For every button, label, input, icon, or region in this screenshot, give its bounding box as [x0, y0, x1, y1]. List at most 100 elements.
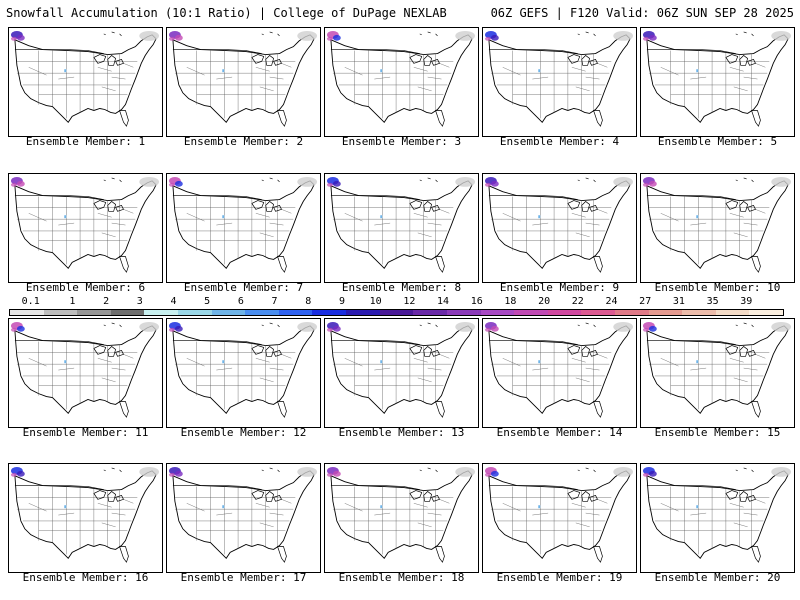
- colorbar-tick-label: 12: [403, 296, 416, 307]
- colorbar-segment: [245, 310, 279, 315]
- map-title: Snowfall Accumulation (10:1 Ratio) | Col…: [6, 6, 447, 20]
- snowfall-area-northwest: [168, 466, 183, 477]
- snowfall-area-rockies: [696, 215, 699, 219]
- colorbar-tick-label: 22: [571, 296, 584, 307]
- ensemble-member-label: Ensemble Member: 18: [338, 571, 465, 584]
- ensemble-member-map: [482, 173, 637, 283]
- ensemble-member-label: Ensemble Member: 11: [22, 426, 149, 439]
- snowfall-area-rockies: [538, 360, 541, 364]
- snowfall-area-northeast: [139, 30, 160, 41]
- colorbar-segment: [379, 310, 414, 315]
- colorbar-tick-label: 18: [504, 296, 517, 307]
- colorbar-tick-label: 4: [170, 296, 177, 307]
- colorbar-tick-label: 39: [740, 296, 753, 307]
- snowfall-area-northeast: [297, 30, 318, 41]
- colorbar-tick-label: 0.1: [21, 296, 40, 307]
- ensemble-member-label: Ensemble Member: 16: [22, 571, 149, 584]
- snowfall-area-northeast: [297, 466, 318, 477]
- colorbar-segment: [614, 310, 649, 315]
- ensemble-member-map: [640, 173, 795, 283]
- colorbar-segment: [715, 310, 750, 315]
- colorbar-tick-label: 6: [237, 296, 244, 307]
- colorbar-segment: [346, 310, 380, 315]
- snowfall-map-svg: [484, 30, 634, 127]
- colorbar-segment: [480, 310, 515, 315]
- colorbar-tick-label: 35: [706, 296, 719, 307]
- ensemble-member-label: Ensemble Member: 9: [499, 281, 620, 294]
- snowfall-colorbar: [9, 309, 784, 316]
- snowfall-area-northwest: [642, 30, 657, 41]
- snowfall-map-svg: [484, 321, 634, 418]
- snowfall-area-northwest: [642, 176, 657, 187]
- snowfall-map-svg: [168, 176, 318, 273]
- snowfall-area-rockies: [222, 215, 225, 219]
- snowfall-area-northwest: [484, 321, 499, 332]
- snowfall-area-northeast: [613, 466, 634, 477]
- ensemble-member-label: Ensemble Member: 4: [499, 135, 620, 148]
- snowfall-area-rockies: [222, 505, 225, 509]
- ensemble-member-map: [8, 173, 163, 283]
- snowfall-area-northeast: [771, 176, 792, 187]
- snowfall-area-northwest: [168, 321, 183, 332]
- ensemble-member-label: Ensemble Member: 12: [180, 426, 307, 439]
- colorbar-segment: [10, 310, 44, 315]
- ensemble-member-label: Ensemble Member: 10: [654, 281, 781, 294]
- colorbar-tick-label: 9: [338, 296, 345, 307]
- colorbar-tick-label: 10: [369, 296, 382, 307]
- colorbar-segment: [413, 310, 447, 315]
- colorbar-segment: [749, 310, 784, 315]
- snowfall-area-rockies: [222, 360, 225, 364]
- snowfall-area-northwest: [484, 30, 499, 41]
- snowfall-area-northwest: [168, 176, 183, 187]
- snowfall-area-northeast: [455, 176, 476, 187]
- colorbar-tick-label: 31: [672, 296, 685, 307]
- snowfall-map-svg: [10, 466, 160, 563]
- snowfall-area-northeast: [613, 30, 634, 41]
- ensemble-member-label: Ensemble Member: 19: [496, 571, 623, 584]
- snowfall-map-svg: [642, 30, 792, 127]
- ensemble-member-map: [640, 463, 795, 573]
- snowfall-map-svg: [326, 176, 476, 273]
- snowfall-area-northeast: [139, 176, 160, 187]
- colorbar-segment: [110, 310, 145, 315]
- snowfall-area-rockies: [380, 360, 383, 364]
- snowfall-area-northwest: [168, 30, 183, 41]
- ensemble-member-map: [482, 27, 637, 137]
- ensemble-member-map: [166, 318, 321, 428]
- ensemble-member-map: [482, 463, 637, 573]
- snowfall-map-svg: [642, 321, 792, 418]
- snowfall-area-rockies: [538, 69, 541, 73]
- snowfall-area-rockies: [64, 69, 67, 73]
- snowfall-area-northeast: [139, 321, 160, 332]
- snowfall-area-rockies: [64, 215, 67, 219]
- snowfall-area-northeast: [771, 321, 792, 332]
- ensemble-member-map: [324, 463, 479, 573]
- colorbar-segment: [178, 310, 212, 315]
- snowfall-area-northeast: [771, 466, 792, 477]
- ensemble-member-map: [324, 27, 479, 137]
- ensemble-member-map: [8, 27, 163, 137]
- snowfall-map-svg: [642, 466, 792, 563]
- colorbar-segment: [514, 310, 548, 315]
- ensemble-member-map: [640, 318, 795, 428]
- colorbar-segment: [581, 310, 615, 315]
- colorbar-segment: [682, 310, 716, 315]
- colorbar-tick-labels: 0.1 1 2 3 4 5 6 7 8 9 10 12 14 16 18 20 22 24 27 31 35 39: [9, 296, 784, 308]
- snowfall-area-northeast: [613, 321, 634, 332]
- snowfall-area-northeast: [455, 321, 476, 332]
- colorbar-segment: [211, 310, 246, 315]
- snowfall-area-northwest: [326, 466, 341, 477]
- colorbar-tick-label: 5: [204, 296, 211, 307]
- colorbar-tick-label: 1: [69, 296, 76, 307]
- snowfall-area-northeast: [771, 30, 792, 41]
- ensemble-member-label: Ensemble Member: 8: [341, 281, 462, 294]
- colorbar-tick-label: 7: [271, 296, 278, 307]
- snowfall-map-svg: [642, 176, 792, 273]
- snowfall-area-rockies: [696, 69, 699, 73]
- colorbar-segment: [43, 310, 78, 315]
- snowfall-map-svg: [10, 321, 160, 418]
- snowfall-area-rockies: [380, 505, 383, 509]
- snowfall-area-northwest: [642, 466, 657, 477]
- snowfall-map-svg: [168, 30, 318, 127]
- snowfall-area-rockies: [696, 505, 699, 509]
